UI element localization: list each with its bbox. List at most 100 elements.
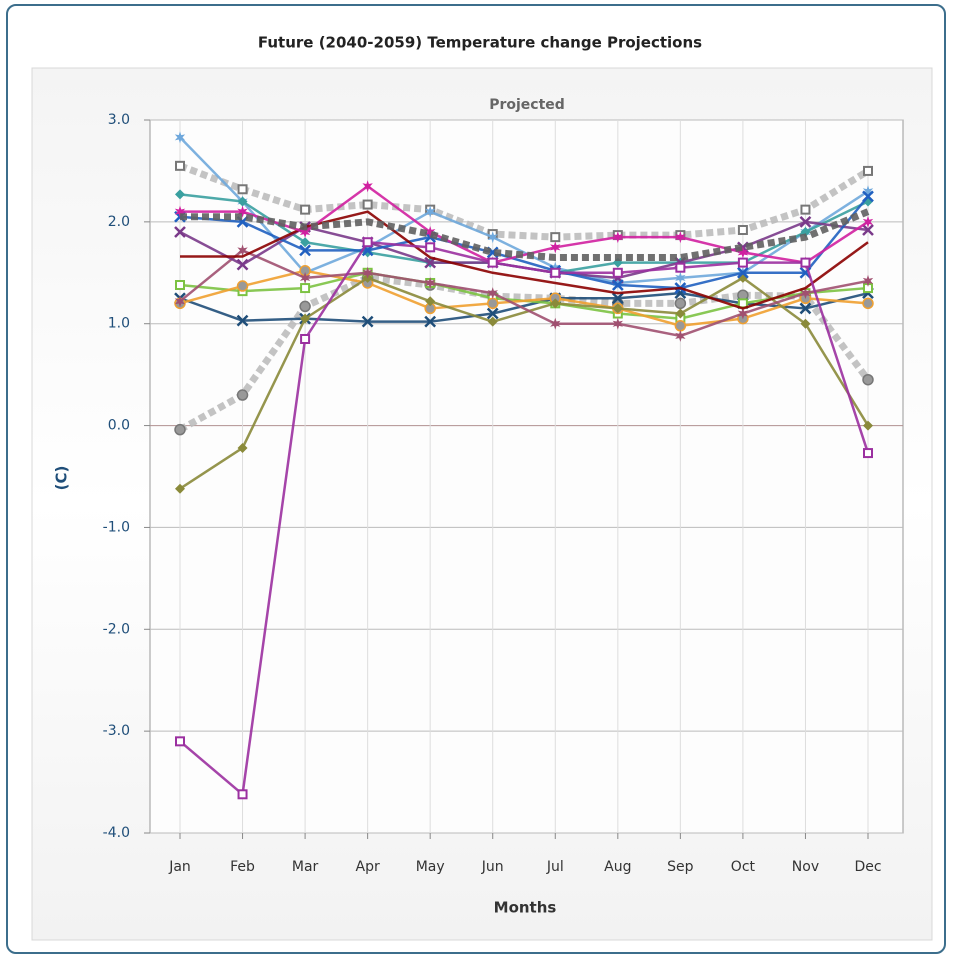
marker <box>424 205 436 218</box>
marker <box>175 280 185 291</box>
y-tick-label: 3.0 <box>108 112 130 128</box>
marker <box>862 190 874 203</box>
marker <box>737 225 748 236</box>
marker <box>675 329 686 342</box>
marker <box>300 283 311 294</box>
y-axis-label: (C) <box>53 466 71 491</box>
y-tick-label: -4.0 <box>103 825 130 841</box>
x-tick-label: Oct <box>731 859 756 875</box>
marker <box>800 257 811 268</box>
y-tick-label: 0.0 <box>108 418 130 434</box>
x-tick-label: Jun <box>481 859 504 875</box>
series-line <box>179 249 869 338</box>
marker <box>175 160 185 171</box>
subtitle: Projected <box>489 97 565 113</box>
x-tick-label: May <box>416 859 445 875</box>
marker <box>550 261 561 274</box>
marker <box>424 226 436 239</box>
marker <box>237 244 248 257</box>
y-tick-label: -2.0 <box>103 621 130 637</box>
marker <box>863 420 873 431</box>
marker <box>675 262 686 273</box>
marker <box>237 789 248 800</box>
marker <box>612 231 624 244</box>
marker <box>800 287 811 300</box>
marker <box>362 180 373 193</box>
marker <box>550 241 561 254</box>
x-axis-label: Months <box>494 899 557 917</box>
marker <box>612 317 624 330</box>
series-line <box>179 240 870 796</box>
marker <box>362 237 373 248</box>
marker <box>862 297 874 310</box>
marker <box>300 333 311 344</box>
x-tick-label: Mar <box>292 859 319 875</box>
marker <box>300 313 311 324</box>
marker <box>737 246 749 259</box>
marker <box>174 131 186 144</box>
x-tick-label: Nov <box>792 859 819 875</box>
marker <box>237 196 248 207</box>
series-line <box>179 276 870 490</box>
marker <box>863 448 873 459</box>
x-tick-label: Sep <box>667 859 694 875</box>
marker <box>300 204 311 215</box>
marker <box>174 295 186 308</box>
marker <box>486 297 499 310</box>
marker <box>862 215 874 228</box>
marker <box>737 298 748 309</box>
marker <box>550 317 561 330</box>
marker <box>486 307 499 320</box>
marker <box>737 257 748 268</box>
marker <box>612 276 624 289</box>
marker <box>362 266 373 279</box>
marker <box>237 184 248 195</box>
marker <box>175 736 185 747</box>
marker <box>487 257 498 268</box>
marker <box>174 205 186 218</box>
marker <box>611 292 624 305</box>
marker <box>424 315 437 328</box>
series <box>180 210 869 310</box>
series <box>175 160 873 243</box>
marker <box>424 276 436 289</box>
marker <box>237 205 248 218</box>
marker <box>299 244 311 257</box>
marker <box>863 165 873 176</box>
marker <box>674 320 687 332</box>
x-tick-label: Dec <box>854 859 881 875</box>
marker <box>237 442 248 453</box>
y-tick-label: 2.0 <box>108 214 130 230</box>
marker <box>799 302 812 315</box>
marker <box>675 231 686 244</box>
series-line <box>179 136 869 285</box>
marker <box>612 267 623 278</box>
x-tick-label: Jan <box>168 859 191 875</box>
y-tick-label: 1.0 <box>108 316 130 332</box>
series-line <box>180 210 869 310</box>
marker <box>174 226 186 238</box>
marker <box>236 389 249 401</box>
marker <box>737 266 749 279</box>
marker <box>425 296 436 307</box>
marker <box>611 279 624 291</box>
marker <box>174 423 186 436</box>
series-line <box>179 195 869 290</box>
marker <box>487 316 498 327</box>
marker <box>361 315 374 328</box>
marker <box>236 258 249 271</box>
marker <box>487 287 498 300</box>
marker <box>612 303 623 314</box>
y-tick-label: -1.0 <box>103 519 130 535</box>
marker <box>737 307 749 320</box>
series <box>175 272 873 494</box>
x-tick-label: Apr <box>356 859 380 875</box>
marker <box>862 185 874 198</box>
marker <box>799 215 812 228</box>
y-tick-label: -3.0 <box>103 723 130 739</box>
chart-title: Future (2040-2059) Temperature change Pr… <box>258 34 702 52</box>
marker <box>487 231 498 244</box>
marker <box>800 318 811 329</box>
